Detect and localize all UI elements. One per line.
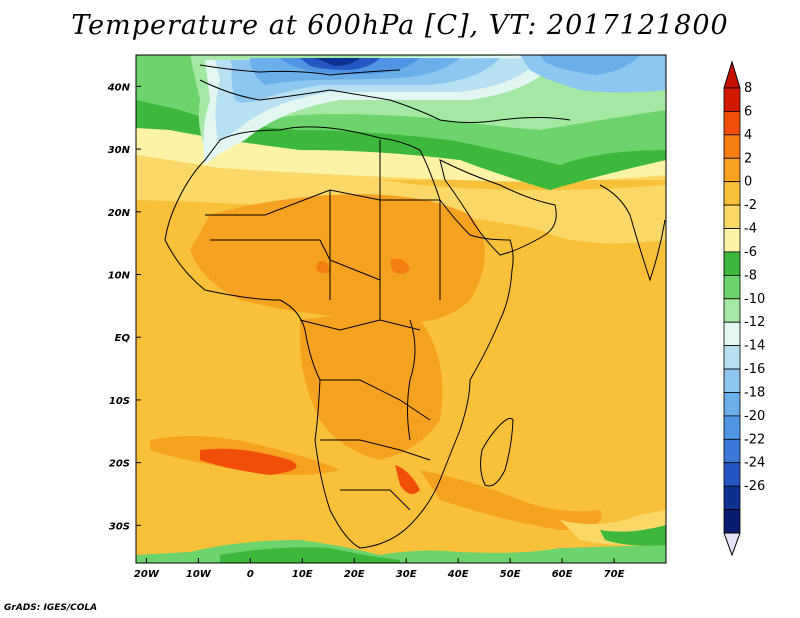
colorbar-label: 4 — [744, 128, 752, 143]
colorbar-segment — [723, 157, 741, 183]
colorbar-segment — [723, 438, 741, 464]
colorbar-segment — [723, 274, 741, 300]
colorbar-segment — [723, 181, 741, 206]
page-title: Temperature at 600hPa [C], VT: 201712180… — [71, 10, 729, 41]
colorbar-label: -4 — [744, 222, 757, 237]
colorbar-label: -20 — [744, 409, 765, 424]
lon-tick-label: 10W — [186, 569, 212, 580]
colorbar-label: -8 — [744, 268, 757, 283]
colorbar-segment — [723, 298, 741, 323]
lat-tick-label: 20S — [109, 459, 130, 470]
colorbar-segment — [723, 392, 741, 417]
colorbar-top-arrow — [723, 60, 741, 89]
lat-tick-label: 10S — [109, 396, 130, 407]
lat-tick-label: 20N — [108, 208, 131, 219]
lon-tick-label: 20W — [134, 569, 160, 580]
colorbar-label: -2 — [744, 198, 757, 213]
lat-tick-label: 40N — [107, 82, 131, 93]
lat-tick-label: 30N — [108, 145, 131, 156]
colorbar-label: -6 — [744, 245, 757, 260]
colorbar-segment — [723, 251, 741, 276]
lon-tick-label: 60E — [552, 569, 573, 580]
colorbar-label: 6 — [744, 104, 752, 119]
lat-tick-label: 10N — [108, 271, 131, 282]
latitude-axis: 40N 30N 20N 10N EQ 10S 20S 30S — [107, 82, 141, 532]
colorbar-segment — [723, 204, 741, 229]
colorbar-label: -10 — [744, 292, 765, 307]
colorbar-label: -12 — [744, 315, 765, 330]
grads-credit: GrADS: IGES/COLA — [4, 603, 98, 613]
lon-tick-label: 0 — [247, 569, 254, 580]
coastlines — [164, 64, 666, 549]
lon-tick-label: 40E — [447, 569, 469, 580]
colorbar-label: -22 — [744, 432, 765, 447]
longitude-axis: 20W 10W 0 10E 20E 30E 40E 50E 60E 70E — [134, 558, 625, 580]
colorbar-label: -18 — [744, 385, 765, 400]
colorbar: 8 6 4 2 0 -2 -4 -6 -8 -10 -12 -14 -16 -18 -20 -22 -24 -26 — [723, 60, 765, 557]
colorbar-segment — [723, 345, 741, 370]
lon-tick-label: 20E — [344, 569, 365, 580]
colorbar-label: -16 — [744, 362, 765, 377]
colorbar-segment — [723, 321, 741, 347]
temperature-field — [136, 55, 666, 563]
lat-tick-label: 30S — [109, 521, 130, 532]
colorbar-label: 8 — [744, 81, 752, 96]
colorbar-segment — [723, 228, 741, 253]
lon-tick-label: 10E — [292, 569, 313, 580]
lon-tick-label: 70E — [604, 569, 625, 580]
colorbar-label: -14 — [744, 339, 765, 354]
lat-tick-label: EQ — [115, 333, 131, 344]
colorbar-label: 2 — [744, 151, 752, 166]
colorbar-label: -26 — [744, 479, 765, 494]
colorbar-label: -24 — [744, 456, 765, 471]
colorbar-bottom-arrow — [723, 532, 741, 557]
colorbar-segment — [723, 415, 741, 440]
lon-tick-label: 30E — [396, 569, 417, 580]
colorbar-segment — [723, 485, 741, 510]
colorbar-label: 0 — [744, 175, 752, 190]
lon-tick-label: 50E — [500, 569, 521, 580]
colorbar-segment — [723, 462, 741, 487]
map-frame — [135, 54, 667, 564]
colorbar-segment — [723, 368, 741, 393]
colorbar-segment — [723, 134, 741, 159]
colorbar-segment — [723, 111, 741, 136]
colorbar-segment — [723, 87, 741, 112]
colorbar-segment — [723, 509, 741, 534]
